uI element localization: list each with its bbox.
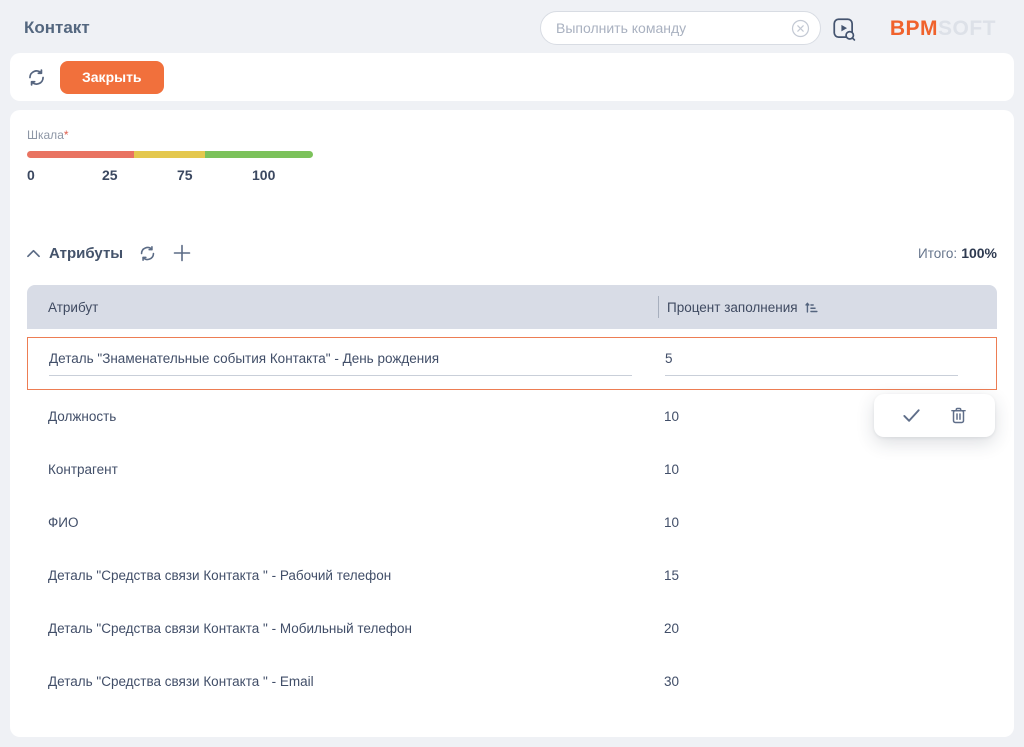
confirm-icon[interactable]: [900, 404, 923, 427]
table-row[interactable]: Деталь "Знаменательные события Контакта"…: [27, 337, 997, 437]
logo-soft-text: SOFT: [938, 17, 996, 40]
scale-segment: [27, 151, 135, 158]
attribute-cell-text: Деталь "Средства связи Контакта " - Моби…: [48, 621, 412, 636]
percent-cell-text: 5: [665, 351, 673, 366]
percent-cell: 5: [659, 338, 996, 389]
row-action-panel: [874, 394, 995, 437]
percent-cell-text: 10: [664, 515, 680, 530]
attribute-cell: Должность: [27, 390, 658, 443]
scale-label: Шкала*: [27, 128, 69, 142]
command-input-placeholder: Выполнить команду: [556, 20, 687, 36]
scale-segment: [134, 151, 206, 158]
percent-cell: 15: [658, 549, 997, 602]
delete-icon[interactable]: [948, 405, 969, 426]
reload-attributes-icon[interactable]: [138, 244, 157, 263]
table-row[interactable]: Контрагент 10: [27, 443, 997, 496]
command-input[interactable]: Выполнить команду: [540, 11, 821, 45]
column-header-percent[interactable]: Процент заполнения: [658, 300, 997, 315]
percent-cell-text: 20: [664, 621, 680, 636]
close-button[interactable]: Закрыть: [60, 60, 164, 94]
attribute-cell: Деталь "Средства связи Контакта " - Emai…: [27, 655, 658, 708]
percent-cell: 10: [658, 443, 997, 496]
scale-ticks: 0 25 75 100: [27, 167, 327, 183]
scale-bar[interactable]: [27, 151, 313, 158]
percent-cell-text: 30: [664, 674, 680, 689]
table-row[interactable]: ФИО 10: [27, 496, 997, 549]
table-row[interactable]: Деталь "Средства связи Контакта " - Рабо…: [27, 549, 997, 602]
main-panel: Шкала* 0 25 75 100 Атрибуты Итого: 100%: [10, 110, 1014, 737]
column-header-percent-label: Процент заполнения: [667, 299, 798, 315]
percent-cell: 10: [658, 496, 997, 549]
scale-tick: 75: [177, 167, 193, 183]
attribute-cell: ФИО: [27, 496, 658, 549]
table-row[interactable]: Деталь "Средства связи Контакта " - Emai…: [27, 655, 997, 708]
column-header-attribute[interactable]: Атрибут: [48, 299, 99, 315]
total-label: Итого:: [918, 246, 958, 261]
attributes-table-body: Деталь "Знаменательные события Контакта"…: [27, 337, 997, 708]
attribute-cell: Деталь "Средства связи Контакта " - Моби…: [27, 602, 658, 655]
attribute-cell-text: Деталь "Знаменательные события Контакта"…: [49, 351, 440, 366]
logo-bpm-text: BPM: [889, 17, 938, 40]
toolbar: Закрыть: [10, 53, 1014, 101]
sort-ascending-icon[interactable]: [804, 301, 818, 314]
scale-tick: 100: [252, 167, 276, 183]
clear-command-icon[interactable]: [791, 19, 810, 38]
refresh-button[interactable]: [26, 67, 47, 88]
table-header: Атрибут Процент заполнения: [27, 285, 997, 329]
add-attribute-icon[interactable]: [172, 243, 192, 263]
collapse-section-icon[interactable]: [27, 249, 40, 258]
scale-tick: 0: [27, 167, 35, 183]
page-title: Контакт: [24, 18, 90, 37]
scale-tick: 25: [102, 167, 118, 183]
attribute-cell-text: Деталь "Средства связи Контакта " - Рабо…: [48, 568, 392, 583]
attribute-cell-text: Деталь "Средства связи Контакта " - Emai…: [48, 674, 314, 689]
percent-cell: 30: [658, 655, 997, 708]
percent-cell-text: 15: [664, 568, 680, 583]
percent-cell-text: 10: [664, 462, 680, 477]
attributes-table: Атрибут Процент заполнения Деталь "Знаме…: [27, 285, 997, 708]
required-asterisk: *: [63, 128, 69, 142]
percent-cell: 20: [658, 602, 997, 655]
percent-cell: 10: [658, 390, 997, 443]
total-value: 100%: [961, 245, 997, 261]
attribute-cell: Деталь "Средства связи Контакта " - Рабо…: [27, 549, 658, 602]
attribute-cell-text: Контрагент: [48, 462, 118, 477]
table-row[interactable]: Деталь "Средства связи Контакта " - Моби…: [27, 602, 997, 655]
total-indicator: Итого: 100%: [918, 245, 997, 261]
section-title: Атрибуты: [49, 244, 124, 262]
attribute-cell: Контрагент: [27, 443, 658, 496]
attribute-cell-text: ФИО: [48, 515, 79, 530]
table-row[interactable]: Должность 10: [27, 390, 997, 443]
percent-cell-text: 10: [664, 409, 680, 424]
attribute-cell-text: Должность: [48, 409, 117, 424]
scale-segment: [205, 151, 313, 158]
bpmsoft-logo: BPMSOFT: [890, 17, 996, 41]
run-process-search-icon[interactable]: [831, 16, 857, 47]
attribute-cell: Деталь "Знаменательные события Контакта"…: [28, 338, 659, 389]
attributes-section-header: Атрибуты Итого: 100%: [27, 243, 997, 263]
